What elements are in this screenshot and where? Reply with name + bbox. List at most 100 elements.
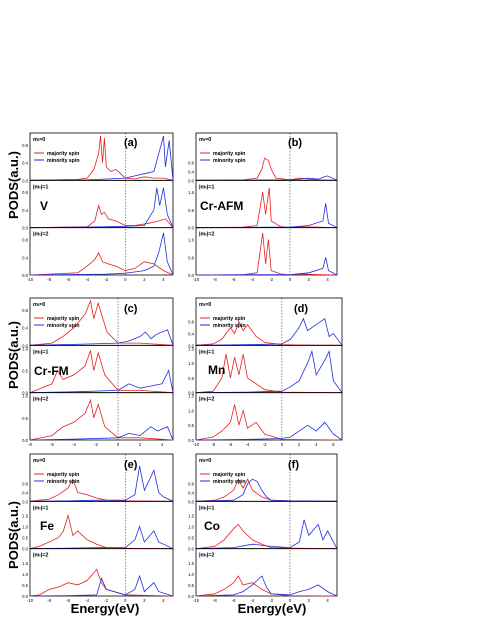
majority-spin-line: [195, 157, 338, 181]
y-tick-label: 1.0: [22, 346, 28, 351]
minority-spin-line: [29, 187, 174, 229]
minority-spin-line: [29, 465, 174, 502]
y-tick-label: 1.0: [22, 572, 28, 577]
minority-spin-line: [195, 203, 338, 229]
orbital-label: |mₗ|=1: [199, 349, 214, 355]
y-tick-label: 0.0: [22, 273, 28, 278]
orbital-label: |mₗ|=2: [33, 553, 48, 559]
majority-spin-line: [29, 135, 174, 181]
minority-spin-line: [195, 349, 343, 394]
orbital-label: mₗ=0: [199, 458, 211, 464]
y-tick-label: 0.0: [22, 391, 28, 396]
x-axis-label-left: Energy(eV): [71, 601, 140, 616]
y-tick-label: 1.0: [188, 361, 194, 366]
y-tick-label: 0.0: [188, 499, 194, 504]
orbital-label: |mₗ|=1: [33, 505, 48, 511]
x-tick-label: -4: [251, 598, 255, 603]
x-tick-label: 4: [162, 598, 165, 603]
minority-spin-line: [195, 421, 343, 441]
y-tick-label: 1.5: [188, 561, 194, 566]
y-tick-label: 0.4: [22, 208, 28, 213]
legend-label: minority spin: [213, 158, 246, 164]
x-tick-label: -2: [104, 598, 108, 603]
orbital-label: |mₗ|=1: [199, 505, 214, 511]
y-tick-label: 1.6: [188, 238, 194, 243]
panel-e: 0.0 0.4 0.8 mₗ=0 0.0 0.5 1.0 1.5 |mₗ|=1 0.0 0.5 1.0…: [22, 453, 174, 603]
y-tick-label: 0.8: [22, 482, 28, 487]
orbital-label: |mₗ|=1: [33, 184, 48, 190]
panel-tag: (e): [124, 459, 138, 471]
y-tick-label: 0.0: [22, 547, 28, 552]
majority-spin-line: [29, 204, 174, 229]
y-tick-label: 0.5: [188, 536, 194, 541]
x-tick-label: 0: [124, 598, 127, 603]
y-tick-label: 0.0: [22, 594, 28, 599]
x-tick-label: -10: [27, 277, 34, 282]
x-tick-label: 2: [143, 598, 146, 603]
x-tick-label: -10: [193, 442, 200, 447]
orbital-label: |mₗ|=2: [33, 397, 48, 403]
x-tick-label: -10: [193, 598, 200, 603]
x-tick-label: -2: [94, 442, 98, 447]
y-tick-label: 0.0: [188, 438, 194, 443]
orbital-label: mₗ=0: [33, 302, 45, 308]
minority-spin-line: [29, 329, 174, 346]
element-label: Mn: [208, 363, 225, 377]
minority-spin-line: [195, 317, 343, 346]
majority-spin-line: [195, 523, 338, 550]
legend-label: minority spin: [47, 158, 80, 164]
x-tick-label: -8: [47, 598, 51, 603]
y-tick-label: 0.4: [188, 169, 194, 174]
minority-spin-line: [195, 175, 338, 181]
y-axis-label-top: PODS(a.u.): [6, 151, 21, 219]
y-tick-label: 0.4: [22, 161, 28, 166]
y-tick-label: 0.0: [188, 226, 194, 231]
majority-spin-line: [29, 398, 174, 441]
y-tick-label: 0.5: [188, 423, 194, 428]
panel-tag: (c): [124, 303, 138, 315]
orbital-label: mₗ=0: [33, 137, 45, 143]
x-tick-label: -6: [228, 442, 232, 447]
panel-tag: (a): [124, 137, 138, 149]
minority-spin-line: [29, 135, 174, 181]
y-tick-label: 0.5: [22, 583, 28, 588]
majority-spin-line: [195, 320, 343, 346]
orbital-label: |mₗ|=1: [199, 184, 214, 190]
majority-spin-line: [29, 568, 174, 597]
y-tick-label: 0.8: [188, 482, 194, 487]
legend-label: majority spin: [213, 316, 245, 322]
y-tick-label: 1.5: [188, 513, 194, 518]
subpanel-frame: [195, 392, 343, 441]
x-tick-label: 6: [332, 442, 335, 447]
x-tick-label: -2: [104, 277, 108, 282]
subpanel-frame: [195, 227, 338, 276]
y-tick-label: 0.0: [188, 343, 194, 348]
x-tick-label: 0: [289, 598, 292, 603]
majority-spin-line: [195, 187, 338, 229]
x-tick-label: -6: [50, 442, 54, 447]
y-tick-label: 0.8: [22, 238, 28, 243]
x-tick-label: -8: [211, 442, 215, 447]
y-tick-label: 0.0: [188, 391, 194, 396]
y-tick-label: 0.8: [188, 320, 194, 325]
legend-label: minority spin: [213, 323, 246, 329]
x-tick-label: -4: [85, 598, 89, 603]
majority-spin-line: [195, 354, 343, 394]
y-tick-label: 1.5: [22, 513, 28, 518]
element-label: Co: [204, 519, 220, 533]
panel-tag: (f): [288, 459, 299, 471]
orbital-label: |mₗ|=2: [199, 553, 214, 559]
y-tick-label: 1.6: [188, 190, 194, 195]
y-tick-label: 0.0: [22, 226, 28, 231]
y-tick-label: 0.5: [188, 583, 194, 588]
x-tick-label: -6: [66, 598, 70, 603]
y-tick-label: 0.0: [22, 343, 28, 348]
x-tick-label: 0: [117, 442, 120, 447]
x-tick-label: 2: [139, 442, 142, 447]
minority-spin-line: [29, 369, 174, 394]
minority-spin-line: [29, 426, 174, 441]
y-tick-label: 0.4: [22, 490, 28, 495]
orbital-label: |mₗ|=2: [199, 397, 214, 403]
y-tick-label: 0.0: [188, 178, 194, 183]
